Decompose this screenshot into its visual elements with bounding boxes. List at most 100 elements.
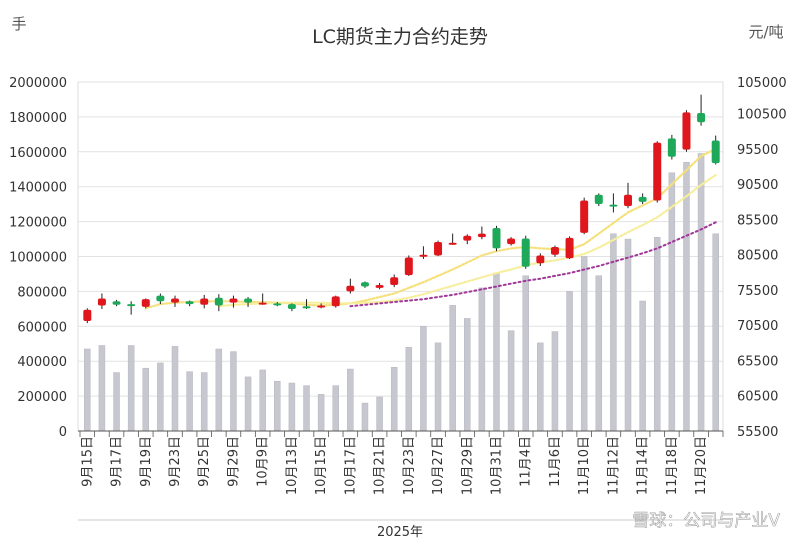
volume-bar [259,369,266,432]
x-axis-year-label: 2025年 [377,525,423,540]
x-tick-label: 10月17日 [343,436,358,495]
right-axis-ticks: 55500 60500 65500 70500 75500 80500 85500 90500… [737,76,787,440]
x-tick-label: 10月31日 [489,436,504,495]
candle-body [346,285,355,292]
x-tick-label: 10月29日 [460,436,475,495]
chart-title: LC期货主力合约走势 [312,26,488,48]
candle-body [390,277,399,286]
candle-body [127,304,136,307]
candle-body [682,112,691,150]
candle-body [214,297,223,306]
volume-bar [551,331,559,432]
candle-body [97,298,106,306]
x-tick-label: 9月17日 [110,436,125,487]
volume-bar [230,351,237,432]
volume-bar [186,371,193,432]
right-tick-label: 80500 [737,249,778,264]
x-tick-label: 10月21日 [373,436,388,495]
volume-bar [639,300,646,432]
candlesticks [83,94,720,324]
left-tick-label: 1000000 [9,251,67,266]
volume-bar [566,291,573,432]
candle-body [477,233,486,238]
volume-bar [464,318,471,432]
x-tick-label: 11月4日 [519,436,534,487]
volume-bar [200,372,208,432]
candle-body [463,235,472,241]
volume-bar [493,272,500,432]
right-tick-label: 90500 [737,178,778,193]
watermark: 雪球：公司与产业V [632,511,780,531]
volume-bar [580,256,588,432]
x-tick-label: 11月14日 [636,436,651,495]
candle-body [229,298,238,303]
candle-body [448,242,457,245]
x-tick-label: 9月19日 [139,436,154,487]
candle-body [536,255,545,264]
candle-body [141,299,150,307]
volume-bar [332,385,339,432]
ma-line [217,174,717,308]
x-axis-ticks: 9月15日 9月17日 9月19日 9月23日 9月25日 9月29日 10月9日 10月13… [80,436,709,495]
x-tick-label: 11月20日 [694,436,709,495]
volume-bar [595,275,603,432]
right-tick-label: 55500 [737,425,778,440]
left-tick-label: 600000 [17,320,67,335]
volume-bar [288,382,296,432]
volume-bar [624,238,632,432]
candle-body [273,303,282,306]
left-tick-label: 1200000 [9,216,67,231]
right-tick-label: 70500 [737,319,778,334]
x-tick-label: 9月29日 [226,436,241,487]
candle-body [594,194,603,204]
left-tick-label: 2000000 [9,76,67,91]
volume-bar [522,275,529,432]
right-tick-label: 75500 [737,284,778,299]
volume-bar [84,348,91,432]
candle-body [507,238,516,245]
volume-bar [420,326,427,432]
volume-bar [215,348,223,432]
volume-bar [507,330,515,432]
right-tick-label: 65500 [737,354,778,369]
x-tick-label: 10月23日 [402,436,417,495]
x-tick-label: 11月6日 [548,436,563,487]
candle-body [360,282,369,287]
volume-bar [668,172,676,432]
x-tick-label: 10月27日 [431,436,446,495]
left-tick-label: 1800000 [9,111,67,126]
candle-body [550,246,559,255]
right-tick-label: 95500 [737,143,778,158]
volume-bar [405,346,413,432]
right-tick-label: 60500 [737,390,778,405]
ma-line [349,221,717,308]
candle-body [580,200,589,233]
left-unit-label: 手 [11,15,26,33]
left-tick-label: 800000 [17,285,67,300]
volume-bar [142,367,150,432]
volume-bar [303,385,310,432]
volume-bar [449,305,456,432]
candle-body [287,304,296,310]
volume-bar [274,381,281,432]
candle-body [375,285,384,288]
volume-bar [127,345,135,432]
left-tick-label: 400000 [17,355,67,370]
volume-bar [317,394,325,432]
candle-body [404,257,413,276]
x-tick-label: 11月10日 [577,436,592,495]
candle-body [156,295,165,302]
candle-body [244,298,253,303]
x-category-separators [79,431,724,437]
volume-bar [712,233,719,432]
x-tick-label: 10月9日 [256,436,271,487]
x-tick-label: 9月23日 [168,436,183,487]
volume-bar [653,237,661,432]
candle-body [112,301,121,305]
x-tick-label: 9月25日 [197,436,212,487]
x-tick-label: 11月18日 [665,436,680,495]
candle-body [492,227,501,249]
left-tick-label: 0 [59,425,67,440]
